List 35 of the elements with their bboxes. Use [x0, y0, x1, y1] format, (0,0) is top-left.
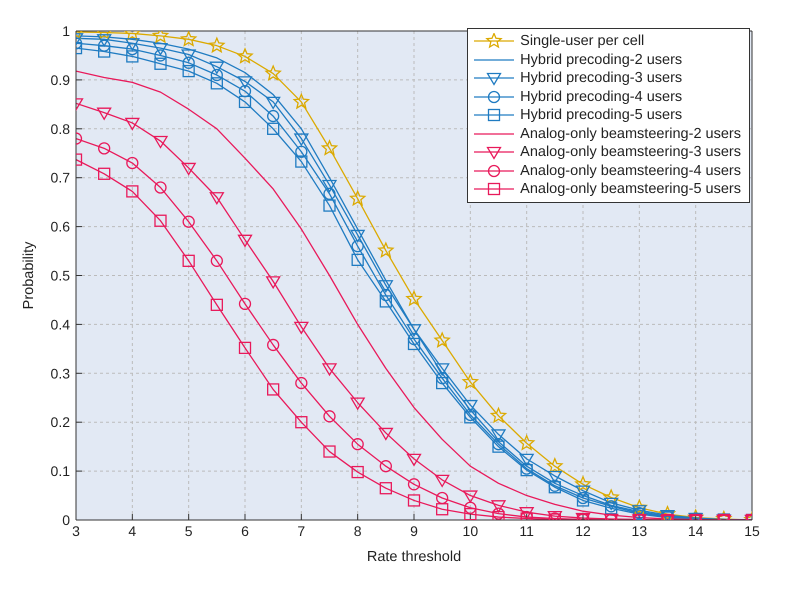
legend-label: Hybrid precoding-4 users [520, 88, 682, 105]
x-tick-label: 11 [519, 522, 534, 539]
y-tick-label: 1 [62, 22, 70, 39]
x-tick-label: 10 [462, 522, 478, 539]
y-tick-label: 0 [62, 512, 70, 528]
y-tick-label: 0.6 [50, 218, 70, 235]
y-tick-label: 0.7 [50, 170, 70, 186]
x-tick-label: 13 [632, 522, 648, 539]
x-axis-title: Rate threshold [366, 549, 462, 565]
y-tick-label: 0.3 [50, 365, 70, 382]
y-tick-label: 0.2 [50, 414, 70, 430]
legend-label: Hybrid precoding-5 users [520, 107, 682, 124]
legend-label: Analog-only beamsteering-5 users [520, 181, 741, 198]
x-tick-label: 8 [354, 522, 362, 539]
y-tick-label: 0.5 [50, 267, 70, 284]
legend-label: Hybrid precoding-3 users [520, 70, 682, 86]
y-tick-label: 0.4 [50, 316, 70, 332]
y-tick-label: 0.8 [50, 120, 70, 137]
legend-label: Analog-only beamsteering-2 users [520, 126, 741, 142]
x-tick-label: 3 [72, 522, 80, 539]
x-tick-label: 7 [297, 522, 306, 539]
x-tick-label: 5 [184, 522, 193, 539]
y-tick-label: 0.1 [50, 463, 70, 480]
y-tick-label: 0.9 [50, 72, 70, 88]
legend-label: Analog-only beamsteering-3 users [520, 144, 741, 160]
x-tick-label: 14 [688, 522, 704, 539]
x-tick-label: 6 [241, 522, 250, 539]
x-tick-label: 4 [128, 522, 136, 539]
x-tick-label: 15 [744, 522, 760, 539]
x-tick-label: 9 [410, 522, 418, 539]
legend-label: Analog-only beamsteering-4 users [520, 162, 741, 179]
x-tick-label: 12 [575, 522, 591, 539]
y-axis-title: Probability [21, 240, 38, 310]
legend-label: Hybrid precoding-2 users [520, 52, 682, 68]
legend-label: Single-user per cell [520, 33, 644, 50]
